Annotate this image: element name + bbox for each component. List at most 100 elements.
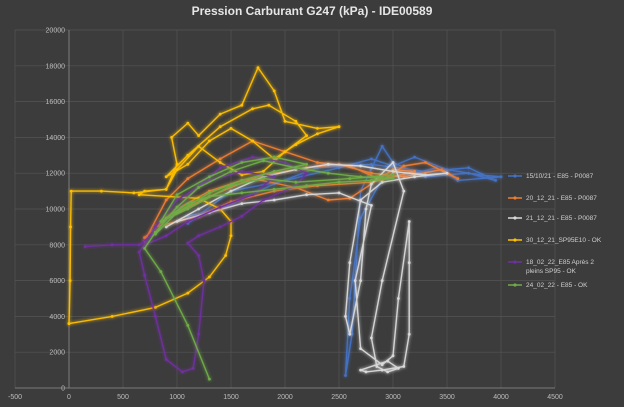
data-point: [359, 198, 362, 202]
legend-label: 15/10/21 - E85 - P0087: [526, 173, 594, 180]
data-point: [154, 306, 157, 309]
legend-label: 30_12_21_SP95E10 - OK: [526, 237, 602, 244]
legend-item[interactable]: 18_02_22_E85 Après 2 pleins SP95 - OK: [508, 259, 594, 275]
data-point: [402, 365, 406, 368]
data-point: [186, 241, 190, 245]
data-point: [164, 198, 168, 202]
data-point: [197, 254, 201, 257]
data-point: [397, 366, 400, 370]
data-point: [218, 112, 222, 116]
data-point: [68, 279, 72, 282]
y-tick-label: 12000: [46, 171, 66, 178]
data-point: [137, 250, 141, 254]
data-point: [181, 370, 184, 374]
data-point: [294, 143, 298, 147]
y-tick-label: 18000: [46, 63, 66, 70]
data-point: [359, 175, 362, 179]
data-point: [370, 171, 373, 175]
data-point: [359, 368, 362, 372]
data-point: [197, 134, 201, 138]
data-point: [467, 166, 470, 170]
data-point: [137, 193, 141, 197]
data-point: [364, 207, 368, 211]
data-point: [326, 198, 330, 202]
data-point: [186, 121, 190, 125]
x-tick-label: 4500: [547, 394, 563, 401]
data-point: [251, 193, 255, 197]
data-point: [240, 191, 244, 195]
data-point: [143, 236, 147, 240]
data-point: [407, 261, 411, 265]
data-point: [424, 173, 427, 177]
data-point: [344, 374, 347, 377]
data-point: [208, 377, 211, 381]
data-point: [344, 315, 347, 318]
data-point: [159, 220, 163, 223]
data-point: [154, 225, 157, 229]
data-point: [218, 157, 222, 161]
data-point: [224, 254, 228, 257]
data-point: [348, 261, 352, 265]
legend-label: 21_12_21 - E85 - P0087: [526, 215, 597, 222]
data-point: [240, 173, 244, 177]
data-point: [191, 366, 195, 370]
data-point: [100, 189, 103, 193]
x-tick-label: 1500: [223, 394, 239, 401]
legend-item[interactable]: 15/10/21 - E85 - P0087: [508, 173, 594, 180]
data-point: [305, 134, 308, 138]
data-point: [337, 166, 341, 170]
data-point: [143, 243, 147, 247]
series-layer: [67, 66, 503, 381]
legend-item[interactable]: 30_12_21_SP95E10 - OK: [508, 237, 602, 244]
data-point: [413, 155, 416, 159]
data-point: [353, 279, 357, 282]
data-point: [272, 155, 276, 159]
data-point: [256, 66, 260, 69]
legend-item[interactable]: 21_12_21 - E85 - P0087: [508, 215, 597, 222]
data-point: [337, 191, 341, 195]
data-point: [370, 336, 373, 340]
data-point: [229, 126, 233, 130]
grid-layer: [14, 29, 556, 389]
x-tick-label: 4000: [493, 394, 509, 401]
data-point: [229, 170, 233, 173]
data-point: [350, 332, 354, 336]
data-point: [251, 155, 255, 159]
y-tick-label: 8000: [49, 242, 65, 249]
data-point: [186, 162, 190, 166]
y-tick-label: 0: [61, 386, 65, 393]
data-point: [272, 89, 276, 93]
data-point: [83, 245, 87, 249]
data-point: [370, 179, 373, 182]
data-point: [337, 180, 341, 184]
x-tick-label: 1000: [169, 394, 185, 401]
data-point: [164, 358, 168, 361]
data-point: [467, 171, 470, 175]
legend-item[interactable]: 20_12_21 - E85 - P0087: [508, 195, 597, 202]
data-point: [186, 324, 190, 327]
series-0: [186, 144, 503, 377]
data-point: [397, 297, 400, 300]
data-point: [164, 216, 168, 220]
x-tick-label: -500: [8, 394, 22, 401]
data-point: [445, 171, 449, 175]
data-point: [272, 170, 276, 173]
legend-label: 18_02_22_E85 Après 2 pleins SP95 - OK: [526, 259, 594, 275]
data-point: [272, 198, 276, 202]
data-point: [386, 359, 389, 363]
data-point: [359, 216, 362, 220]
series-3: [67, 66, 341, 325]
data-point: [380, 180, 384, 184]
data-point: [69, 189, 73, 193]
data-point: [262, 177, 265, 181]
legend-marker: [513, 174, 517, 178]
data-point: [402, 189, 406, 193]
data-point: [391, 161, 395, 164]
legend-marker: [513, 196, 517, 200]
data-point: [186, 202, 190, 206]
legend-marker: [513, 260, 517, 264]
legend-item[interactable]: 24_02_22 - E85 - OK: [508, 282, 588, 289]
y-tick-label: 2000: [49, 350, 65, 357]
